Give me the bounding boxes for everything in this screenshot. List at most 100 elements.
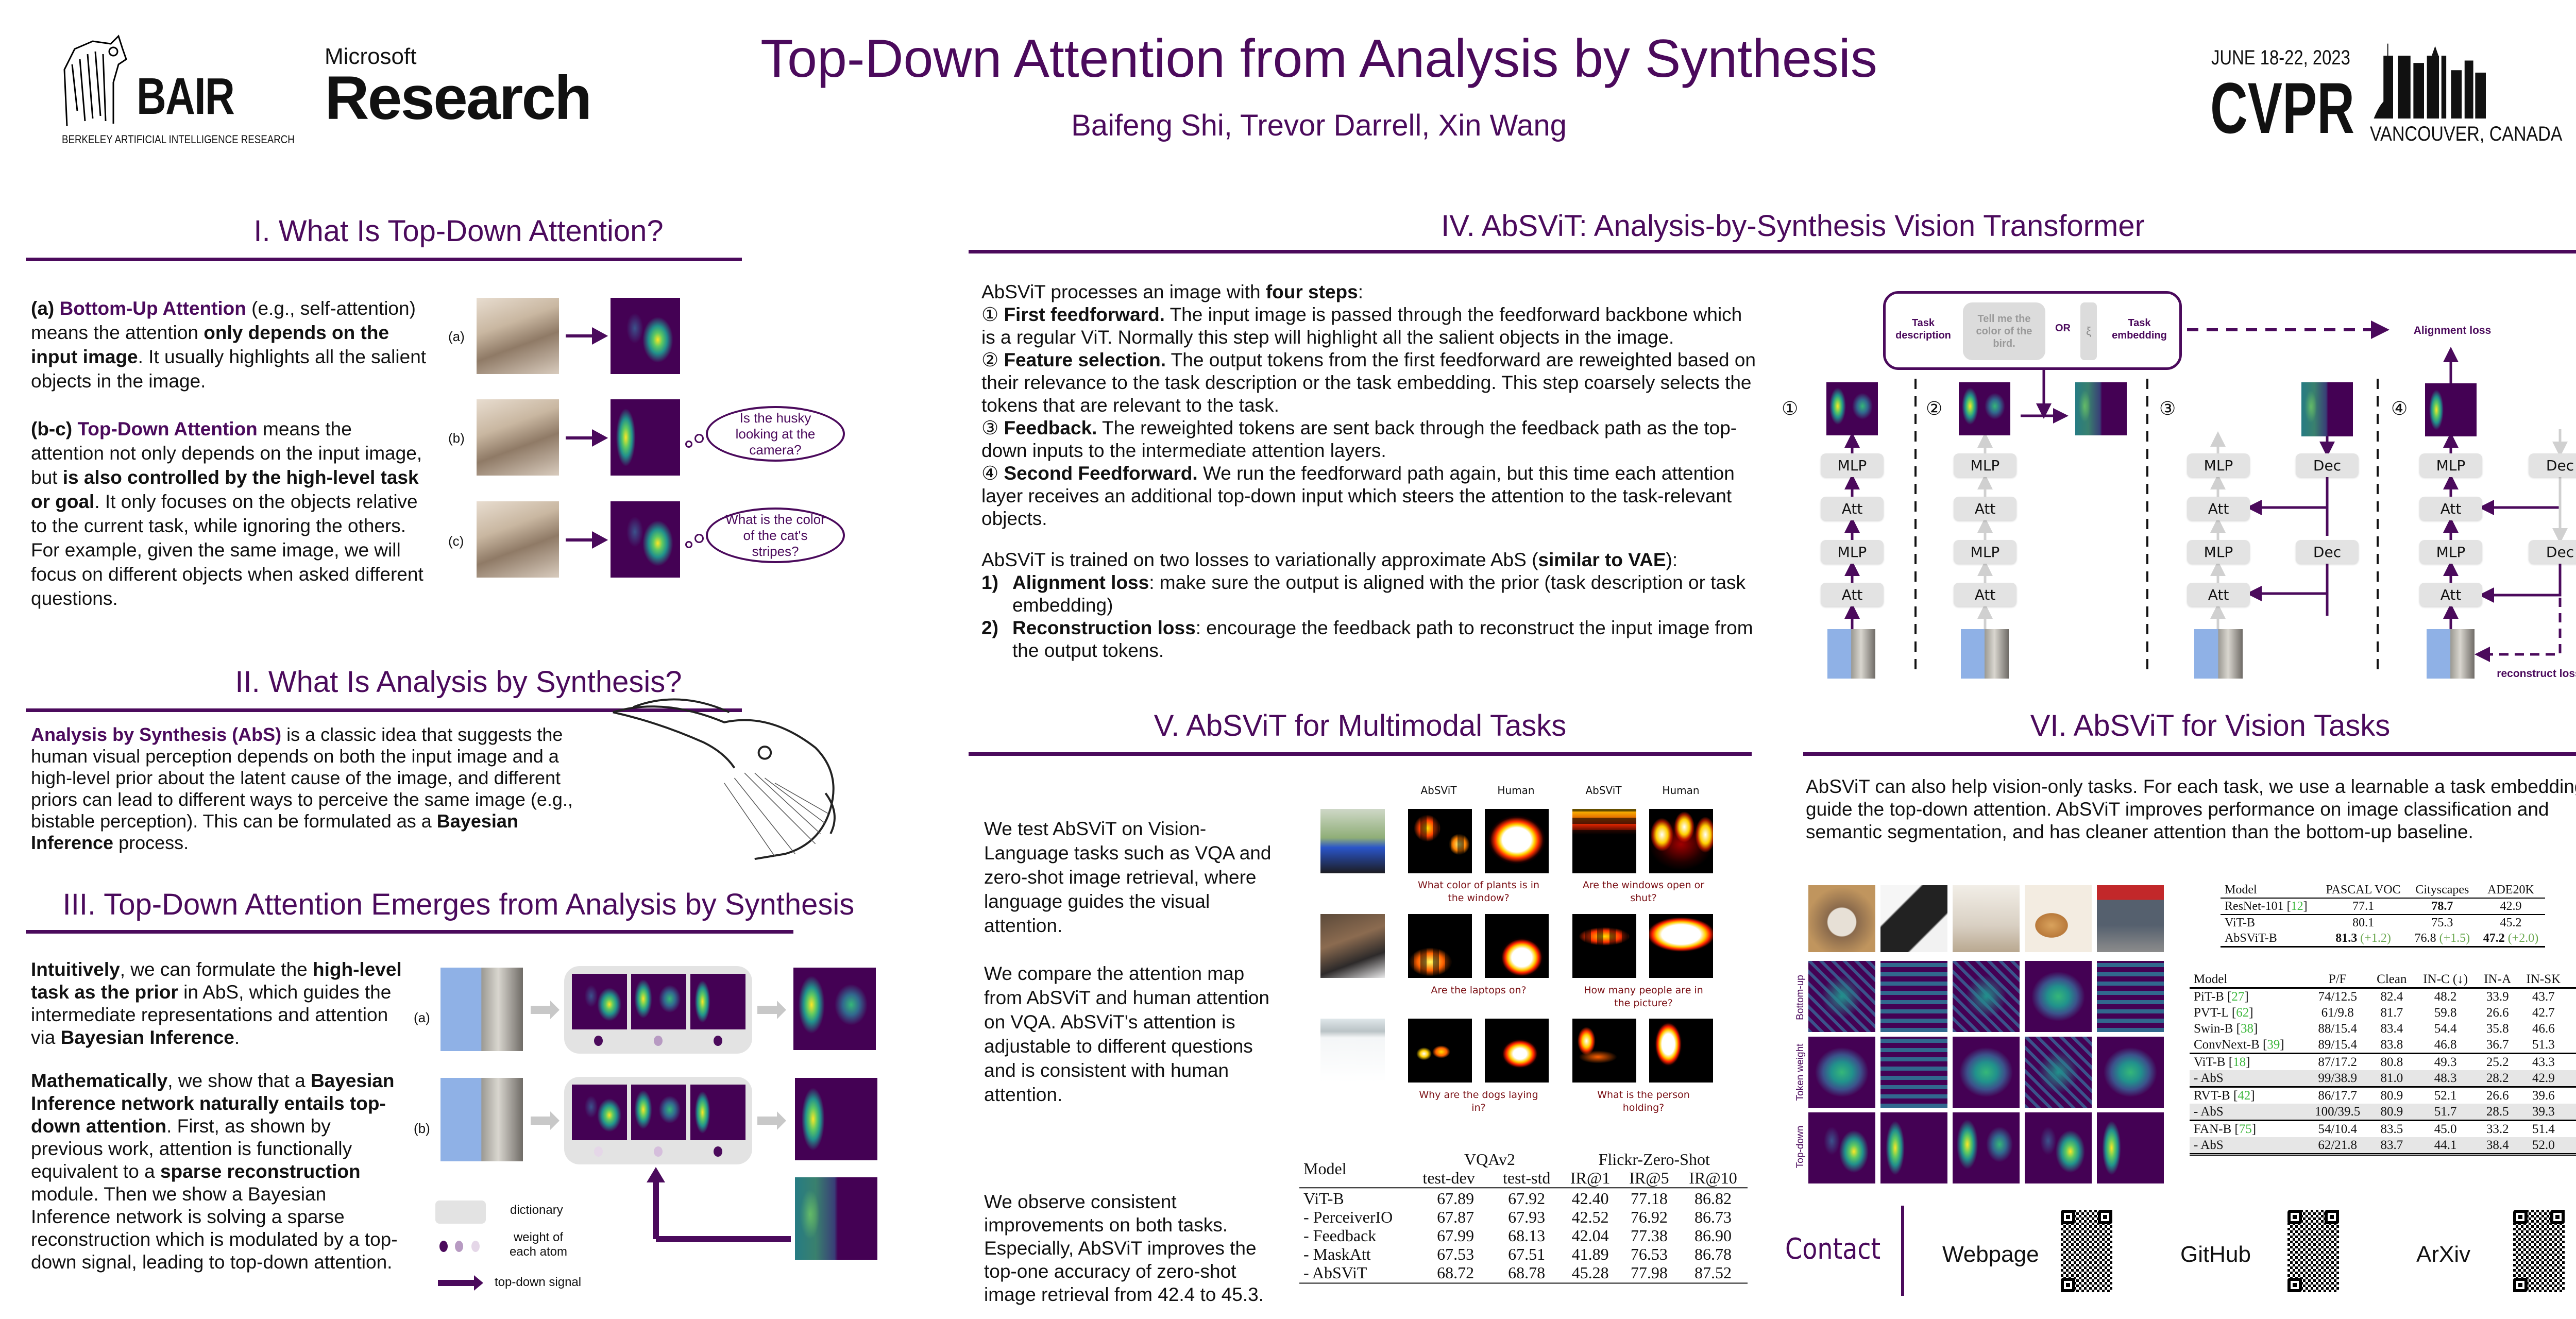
webpage-link[interactable]: Webpage (1942, 1242, 2039, 1267)
metric-value: 68.13 (1508, 1226, 1546, 1245)
citation-link[interactable]: 62 (2236, 1006, 2249, 1020)
section-2-paragraph: Analysis by Synthesis (AbS) is a classic… (31, 724, 595, 854)
text-segment: is a classic idea that suggests the huma… (31, 724, 573, 832)
section-5-rule (969, 752, 1752, 756)
metric-value: 52.0 (2518, 1137, 2569, 1155)
vqa-question: What color of plants is in the window? (1417, 880, 1540, 904)
metric-value: 99/38.9 (2306, 1070, 2369, 1087)
value: 78.7 (2431, 900, 2453, 913)
metric-value: 32.3 (2569, 988, 2576, 1005)
decoder-block: Dec (2296, 540, 2359, 564)
husky-cat-image (477, 501, 559, 578)
arxiv-qr-code[interactable] (2513, 1210, 2565, 1292)
metric-value: 59.8 (2434, 1006, 2457, 1020)
table-row: - AbS 62/21.883.744.138.452.039.8 (2190, 1137, 2576, 1155)
text-segment: Bayesian Inference (60, 1027, 234, 1048)
dictionary-box-b (564, 1077, 752, 1164)
model-label: PiT-B (2194, 990, 2224, 1004)
citation-link[interactable]: 12 (2291, 900, 2303, 913)
text-segment: First feedforward. (1004, 304, 1165, 325)
metric-value: 28.2 (2477, 1070, 2519, 1087)
human-attention-map (1485, 809, 1549, 873)
github-link[interactable]: GitHub (2180, 1242, 2251, 1267)
value: 75.3 (2431, 916, 2453, 929)
weight-dot-light (471, 1241, 480, 1252)
citation-link[interactable]: 38 (2240, 1022, 2253, 1036)
section-3-rule (26, 930, 793, 934)
dictionary-atom (572, 1085, 627, 1140)
github-qr-code[interactable] (2287, 1210, 2339, 1292)
text-segment: : (1358, 281, 1363, 302)
text-segment: ): (1666, 549, 1678, 570)
metric-value: 38.2 (2569, 1037, 2576, 1054)
table-header-row: Model VQAv2 Flickr-Zero-Shot (1299, 1150, 1748, 1178)
attention-map (1808, 1037, 1875, 1108)
metric-value: 42.7 (2532, 1006, 2555, 1020)
attention-map (1953, 1037, 2020, 1108)
column-header: IN-C (↓) (2423, 972, 2468, 986)
table-row: PVT-L [62] 61/9.8 81.7 59.8 26.6 42.7 30.2 (2190, 1005, 2576, 1021)
vqa-question: What is the person holding? (1597, 1089, 1690, 1113)
text-segment: ④ (981, 463, 1004, 484)
dictionary-atom (631, 974, 686, 1029)
absvit-attention-map (1572, 914, 1636, 978)
value: 42.9 (2500, 900, 2522, 913)
arxiv-link[interactable]: ArXiv (2416, 1242, 2471, 1267)
bottom-up-attention-map (611, 298, 680, 374)
task-embedding-vector: ξ (2080, 302, 2097, 360)
figure-label-b: (b) (414, 1121, 430, 1136)
cvpr-wordmark: CVPR (2210, 67, 2355, 148)
absvit-architecture-diagram: Task description Tell me the color of th… (1777, 289, 2576, 685)
metric-value: 77.1 (2318, 898, 2408, 915)
section-3-paragraph-intuition: Intuitively, we can formulate the high-l… (31, 958, 402, 1049)
multimodal-results-table: Model VQAv2 Flickr-Zero-Shot test-dev te… (1299, 1150, 1748, 1284)
vision-attention-figure: Bottom-up Token weight Top-down (1795, 881, 2174, 1190)
step-4: ④ Second Feedforward. We run the feedfor… (981, 462, 1759, 530)
citation-link[interactable]: 75 (2239, 1122, 2252, 1136)
webpage-qr-code[interactable] (2061, 1210, 2112, 1292)
output-attention-step-2 (1959, 382, 2010, 435)
table-row: PiT-B [27] 74/12.5 82.4 48.2 33.9 43.7 32.3 (2190, 988, 2576, 1005)
metric-value: 87/17.2 (2318, 1055, 2358, 1069)
task-embedding-label: Task embedding (2112, 317, 2167, 341)
legend-dictionary-swatch (435, 1200, 486, 1224)
diagram-arrows (1844, 320, 2568, 675)
value: 45.2 (2500, 916, 2522, 929)
citation-link[interactable]: 18 (2233, 1055, 2246, 1069)
metric-value: 67.99 (1437, 1226, 1475, 1245)
legend-signal-arrow-icon (438, 1275, 483, 1291)
loss-item-alignment: 1) Alignment loss: make sure the output … (981, 571, 1759, 617)
table-header-row: Model PASCAL VOC Cityscapes ADE20K (2221, 882, 2545, 898)
mlp-block: MLP (1954, 540, 2016, 564)
absvit-attention-map (1408, 1019, 1472, 1083)
atom-weight-dot (714, 1146, 722, 1157)
text-segment: Reconstruction loss (1012, 617, 1196, 638)
text-segment: The input image is passed through the fe… (981, 304, 1742, 348)
microsoft-text: Microsoft (325, 44, 417, 69)
metric-value: 39.3 (2569, 1121, 2576, 1138)
decoder-block: Dec (2529, 540, 2576, 564)
text-segment: Feedback. (1004, 417, 1097, 438)
model-name: PVT-L [62] (2194, 1006, 2253, 1020)
group-header-flickr: Flickr-Zero-Shot (1598, 1150, 1710, 1169)
step-marker-4: ④ (2391, 398, 2408, 419)
citation-link[interactable]: 42 (2238, 1089, 2251, 1103)
loss-item-reconstruction: 2) Reconstruction loss: encourage the fe… (981, 617, 1759, 662)
metric-value: 38.4 (2477, 1137, 2519, 1155)
metric-value: 86/17.7 (2318, 1089, 2358, 1103)
section-5-text: We test AbSViT on Vision-Language tasks … (984, 817, 1283, 1130)
reweighted-tokens-map (2075, 382, 2127, 435)
text-segment: ① (981, 304, 1004, 325)
metric-value: 81.7 (2380, 1006, 2403, 1020)
column-header: test-std (1502, 1169, 1551, 1187)
cvpr-location: VANCOUVER, CANADA (2370, 123, 2563, 145)
metric-value: 87.52 (1694, 1263, 1732, 1282)
husky-cat-image (477, 298, 559, 374)
attention-map (1880, 961, 1947, 1032)
row-label-bottom-up: Bottom-up (1795, 975, 1806, 1020)
citation-link[interactable]: 39 (2267, 1038, 2280, 1052)
step-1: ① First feedforward. The input image is … (981, 303, 1759, 349)
citation-link[interactable]: 27 (2231, 990, 2245, 1004)
output-attention-step-4 (2425, 383, 2477, 436)
metric-value: 83.7 (2369, 1137, 2415, 1155)
